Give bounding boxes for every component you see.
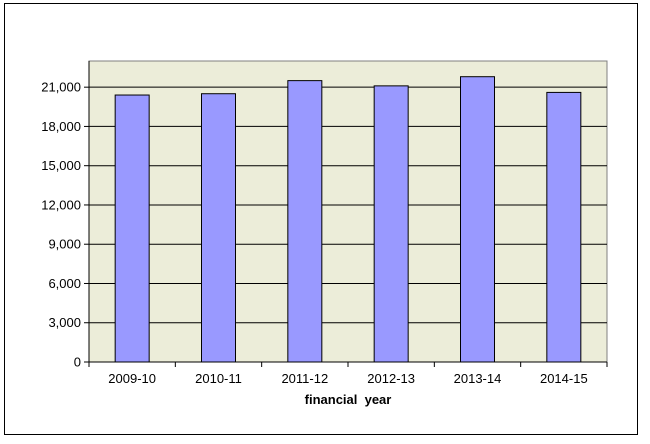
bar-chart: 0 3,000 6,000 9,000 12,000 15,000 18,000 21,000… [41,60,608,407]
bar-2009-10 [114,94,150,363]
bar-2011-12 [287,80,323,363]
bar-2014-15 [546,91,582,363]
bar-2010-11 [201,93,236,363]
x-tick-label: 2009-10 [108,371,156,386]
y-tick-label: 12,000 [41,197,81,212]
x-axis-ticks: 2009-10 2010-11 2011-12 2012-13 2013-14 2014-… [88,362,608,386]
x-tick-label: 2013-14 [454,371,502,386]
y-tick-label: 15,000 [41,158,81,173]
y-axis-ticks: 0 3,000 6,000 9,000 12,000 15,000 18,000 21,000 [41,80,89,370]
y-tick-label: 0 [74,355,81,370]
y-tick-label: 9,000 [48,237,81,252]
bars [114,76,582,363]
y-tick-label: 18,000 [41,119,81,134]
y-tick-label: 21,000 [41,80,81,95]
plot-area [88,60,608,363]
gridlines [89,86,607,324]
x-tick-label: 2010-11 [195,371,242,386]
bar-2013-14 [460,76,495,363]
x-axis-label: financial year [305,392,392,407]
x-tick-label: 2012-13 [367,371,415,386]
y-tick-label: 3,000 [48,315,81,330]
x-tick-label: 2011-12 [281,371,328,386]
x-tick-label: 2014-15 [540,371,588,386]
chart-frame: 0 3,000 6,000 9,000 12,000 15,000 18,000 21,000… [4,3,638,435]
bar-2012-13 [373,85,409,363]
y-tick-label: 6,000 [48,276,81,291]
